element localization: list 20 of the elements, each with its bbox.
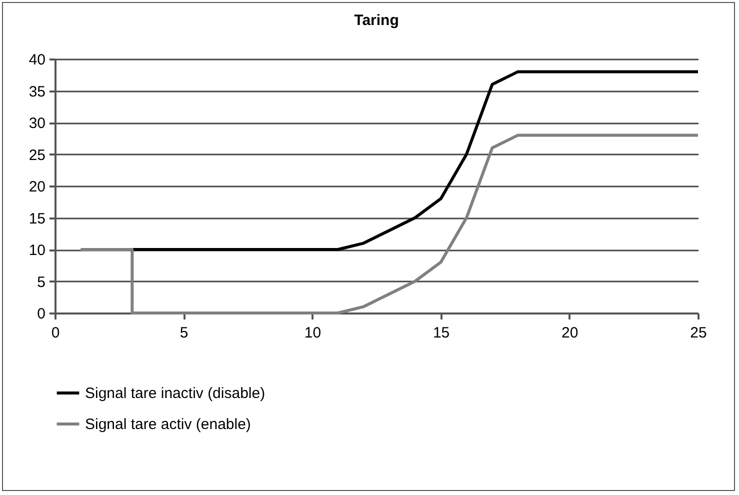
x-tick-label: 25 bbox=[690, 324, 707, 342]
legend-label: Signal tare activ (enable) bbox=[85, 416, 251, 433]
y-tick-label: 10 bbox=[28, 242, 46, 259]
line-series bbox=[130, 70, 700, 251]
legend-label: Signal tare inactiv (disable) bbox=[85, 385, 266, 402]
x-tick-label: 15 bbox=[432, 324, 450, 342]
y-tick-label: 15 bbox=[28, 210, 46, 228]
y-tick-label: 0 bbox=[37, 306, 46, 322]
x-tick-label: 10 bbox=[304, 324, 322, 342]
x-tick-label: 0 bbox=[51, 324, 60, 342]
x-tick-label: 20 bbox=[562, 324, 578, 342]
y-tick-label: 20 bbox=[28, 178, 46, 196]
chart-title: Taring bbox=[354, 12, 399, 29]
y-tick-label: 35 bbox=[28, 83, 46, 100]
line-series bbox=[79, 134, 700, 314]
y-tick-label: 40 bbox=[28, 52, 46, 68]
y-tick-label: 25 bbox=[28, 146, 46, 164]
y-tick-label: 5 bbox=[37, 274, 46, 291]
x-tick-label: 5 bbox=[180, 324, 188, 342]
y-tick-label: 30 bbox=[28, 115, 46, 132]
